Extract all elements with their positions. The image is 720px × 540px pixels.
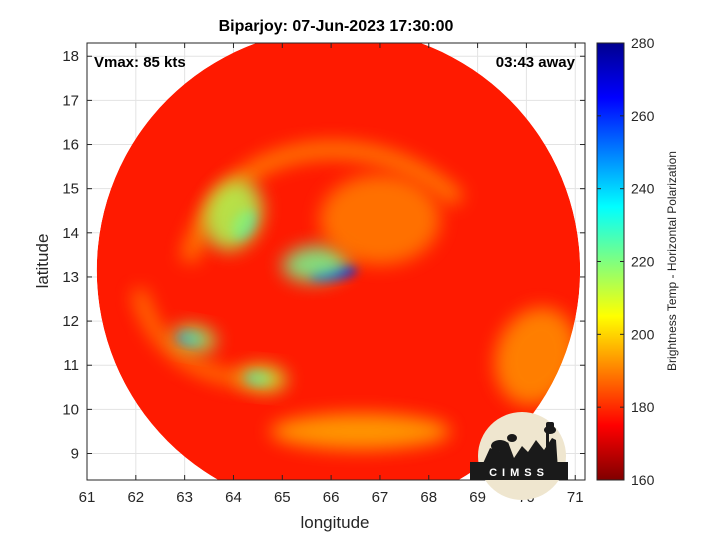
cimss-logo: CIMSS: [470, 412, 568, 500]
y-tick-label: 10: [62, 401, 79, 418]
chart-title: Biparjoy: 07-Jun-2023 17:30:00: [219, 18, 454, 35]
feature-eye-clear-region: [319, 174, 440, 265]
y-tick-label: 15: [62, 181, 79, 198]
x-tick-label: 64: [225, 489, 242, 506]
colorbar-tick-label: 200: [631, 326, 655, 342]
x-tick-label: 62: [127, 489, 144, 506]
feature-north-band: [204, 179, 263, 251]
colorbar-tick-label: 280: [631, 35, 655, 51]
vmax-annotation: Vmax: 85 kts: [94, 54, 186, 71]
colorbar: [596, 42, 625, 481]
colorbar-tick-label: 260: [631, 108, 655, 124]
x-tick-label: 61: [79, 489, 96, 506]
x-tick-label: 69: [469, 489, 486, 506]
x-ticks: 6162636465666768697071: [79, 43, 584, 506]
axes-box: [86, 42, 586, 481]
x-tick-label: 66: [323, 489, 340, 506]
colorbar-label: Brightness Temp - Horizontal Polarizatio…: [665, 151, 679, 371]
y-tick-label: 13: [62, 269, 79, 286]
feature-southern-convection: [270, 413, 451, 450]
x-tick-label: 65: [274, 489, 291, 506]
brightness-swath: [96, 43, 581, 480]
x-tick-label: 68: [420, 489, 437, 506]
y-tick-label: 17: [62, 92, 79, 109]
y-tick-label: 16: [62, 137, 79, 154]
x-tick-label: 67: [372, 489, 389, 506]
y-tick-label: 18: [62, 48, 79, 65]
y-tick-label: 12: [62, 313, 79, 330]
feature-west-cell: [172, 325, 217, 353]
y-tick-label: 14: [62, 225, 79, 242]
cimss-logo-text: CIMSS: [489, 467, 549, 479]
x-tick-label: 63: [176, 489, 193, 506]
y-axis-label: latitude: [33, 234, 52, 289]
y-tick-label: 11: [63, 357, 79, 374]
y-ticks: 9 10 11 12 13 14 15 16 17 18: [62, 48, 585, 463]
colorbar-tick-label: 240: [631, 181, 655, 197]
x-axis-label: longitude: [300, 513, 369, 532]
feature-south-cell: [238, 365, 287, 392]
y-tick-label: 9: [71, 446, 79, 463]
feature-inner-band: [282, 245, 351, 282]
spiral-band: [131, 288, 250, 388]
colorbar-tick-label: 220: [631, 254, 655, 270]
away-annotation: 03:43 away: [496, 54, 576, 71]
colorbar-ticks: 160 180 200 220 240 260 280: [597, 35, 655, 488]
x-tick-label: 71: [567, 489, 584, 506]
colorbar-tick-label: 180: [631, 399, 655, 415]
colorbar-tick-label: 160: [631, 472, 655, 488]
